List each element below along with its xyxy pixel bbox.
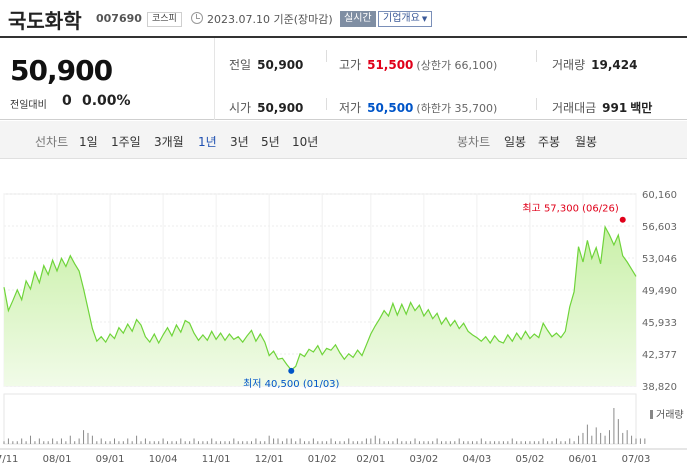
price-panel: 50,900 전일대비 0 0.00% (0, 38, 215, 120)
market-badge: 코스피 (147, 12, 182, 27)
change-label: 전일대비 (10, 100, 47, 111)
company-info-label: 기업개요 (383, 13, 420, 24)
divider (326, 98, 327, 110)
high-value: 51,500 (367, 58, 414, 72)
x-tick-label: 10/04 (149, 454, 178, 465)
x-tick-label: 07/11 (0, 454, 18, 465)
tab-1d[interactable]: 1일 (79, 135, 98, 149)
x-tick-label: 05/02 (516, 454, 545, 465)
lower-limit: (하한가 35,700) (416, 102, 498, 115)
tab-5y[interactable]: 5년 (261, 135, 280, 149)
tab-3m[interactable]: 3개월 (154, 135, 184, 149)
x-tick-label: 09/01 (96, 454, 125, 465)
tab-daily[interactable]: 일봉 (504, 135, 527, 149)
x-tick-label: 11/01 (202, 454, 231, 465)
current-price: 50,900 (10, 54, 113, 87)
chart-period-tabs: 선차트 1일 1주일 3개월 1년 3년 5년 10년 봉차트 일봉 주봉 월봉 (0, 121, 687, 159)
high-label: 고가 (339, 58, 362, 72)
candle-chart-label: 봉차트 (457, 135, 491, 149)
realtime-button[interactable]: 실시간 (340, 11, 376, 27)
price-line (3, 224, 637, 371)
chevron-down-icon: ▼ (421, 15, 428, 23)
tab-10y[interactable]: 10년 (292, 135, 319, 149)
y-tick-label: 38,820 (642, 382, 677, 393)
amount-unit: 백만 (630, 101, 653, 115)
upper-limit: (상한가 66,100) (416, 59, 498, 72)
x-tick-label: 01/02 (308, 454, 337, 465)
amount-label: 거래대금 (552, 101, 597, 115)
stock-header: 국도화학 007690 코스피 2023.07.10 기준(장마감) 실시간 기… (0, 0, 687, 36)
x-tick-label: 03/02 (409, 454, 438, 465)
volume-legend-swatch (650, 410, 653, 419)
x-tick-label: 06/01 (569, 454, 598, 465)
max-point-label: 최고 57,300 (06/26) (522, 203, 618, 215)
open-label: 시가 (229, 101, 252, 115)
y-tick-label: 45,933 (642, 318, 677, 329)
company-info-dropdown[interactable]: 기업개요 ▼ (378, 11, 433, 27)
y-tick-label: 56,603 (642, 222, 677, 233)
volume-axis-label: 거래량 (656, 409, 684, 421)
prev-close-value: 50,900 (257, 58, 304, 72)
price-area (4, 226, 636, 386)
y-tick-label: 49,490 (642, 286, 677, 297)
tab-3y[interactable]: 3년 (230, 135, 249, 149)
stock-code: 007690 (96, 12, 142, 25)
y-tick-label: 53,046 (642, 254, 677, 265)
prev-close-cell: 전일 50,900 (229, 56, 303, 73)
clock-icon (191, 12, 203, 24)
volume-label: 거래량 (552, 58, 586, 72)
x-tick-label: 02/01 (356, 454, 385, 465)
tab-1w[interactable]: 1주일 (111, 135, 141, 149)
tab-monthly[interactable]: 월봉 (575, 135, 598, 149)
amount-value: 991 (602, 101, 628, 115)
line-chart-label: 선차트 (35, 135, 69, 149)
y-tick-label: 42,377 (642, 350, 677, 361)
change-percent: 0.00% (82, 93, 131, 109)
price-chart[interactable]: 60,160 56,603 53,046 49,490 45,933 42,377 38,8… (0, 180, 687, 472)
tab-weekly[interactable]: 주봉 (538, 135, 561, 149)
high-cell: 고가 51,500 (상한가 66,100) (339, 56, 497, 73)
min-point-label: 최저 40,500 (01/03) (243, 378, 339, 390)
change-value: 0 (62, 93, 72, 109)
tab-1y[interactable]: 1년 (198, 135, 217, 149)
low-cell: 저가 50,500 (하한가 35,700) (339, 99, 497, 116)
x-tick-label: 08/01 (43, 454, 72, 465)
open-cell: 시가 50,900 (229, 99, 303, 116)
quote-summary: 50,900 전일대비 0 0.00% 전일 50,900 고가 51,500 (상한… (0, 36, 687, 120)
stock-name: 국도화학 (8, 9, 82, 33)
low-label: 저가 (339, 101, 362, 115)
quote-date: 2023.07.10 기준(장마감) (207, 13, 333, 26)
divider (536, 98, 537, 110)
x-tick-label: 07/03 (622, 454, 651, 465)
x-tick-label: 12/01 (255, 454, 284, 465)
divider (326, 50, 327, 62)
prev-close-label: 전일 (229, 58, 252, 72)
low-value: 50,500 (367, 101, 414, 115)
min-point-marker (288, 367, 295, 374)
max-point-marker (619, 216, 626, 223)
x-tick-label: 04/03 (462, 454, 491, 465)
open-value: 50,900 (257, 101, 304, 115)
y-tick-label: 60,160 (642, 190, 677, 201)
amount-cell: 거래대금 991 백만 (552, 99, 652, 116)
volume-cell: 거래량 19,424 (552, 56, 637, 73)
volume-frame (3, 393, 637, 445)
divider (536, 50, 537, 62)
volume-value: 19,424 (591, 58, 638, 72)
